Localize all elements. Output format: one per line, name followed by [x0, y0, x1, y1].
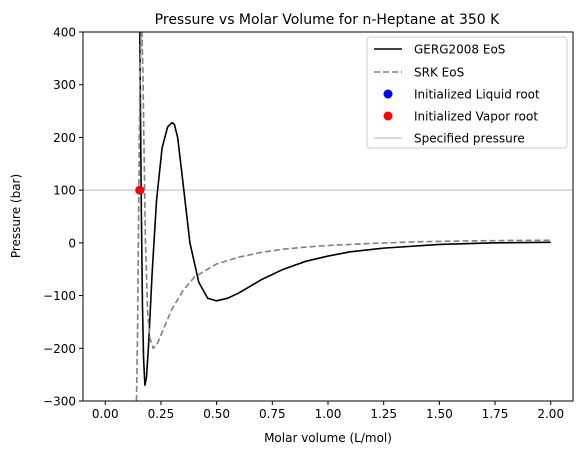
points-layer: [135, 185, 145, 195]
legend: GERG2008 EoS SRK EoS Initialized Liquid …: [366, 36, 568, 149]
y-tick-label: 0: [68, 236, 76, 250]
x-axis-label: Molar volume (L/mol): [264, 431, 392, 445]
x-tick-label: 1.50: [426, 407, 453, 421]
y-axis-ticks: 400 300 200 100 0 −100 −200 −300: [43, 26, 83, 409]
y-axis-label: Pressure (bar): [9, 174, 23, 258]
legend-label-liquid: Initialized Liquid root: [414, 88, 540, 102]
legend-label-vapor: Initialized Vapor root: [414, 110, 538, 124]
legend-frame: [366, 36, 568, 149]
legend-marker-liquid: [383, 89, 393, 99]
legend-marker-vapor: [383, 111, 393, 121]
srk-series-line: [135, 32, 551, 401]
y-tick-label: 100: [53, 184, 76, 198]
series-layer: [135, 32, 551, 401]
legend-label-srk: SRK EoS: [414, 66, 464, 80]
y-tick-label: −200: [43, 342, 76, 356]
chart-title: Pressure vs Molar Volume for n-Heptane a…: [155, 12, 500, 28]
x-tick-label: 1.00: [315, 407, 342, 421]
y-tick-label: −300: [43, 395, 76, 409]
x-tick-label: 0.25: [148, 407, 175, 421]
gerg2008-series-line: [139, 32, 551, 386]
x-tick-label: 0.75: [259, 407, 286, 421]
legend-label-specified: Specified pressure: [414, 132, 525, 146]
x-tick-label: 2.00: [537, 407, 564, 421]
y-tick-label: 400: [53, 26, 76, 40]
x-tick-label: 1.75: [482, 407, 509, 421]
x-axis-ticks: 0.00 0.25 0.50 0.75 1.00 1.25 1.50 1.75 2.00: [92, 401, 564, 421]
y-tick-label: −100: [43, 289, 76, 303]
legend-label-gerg: GERG2008 EoS: [414, 43, 505, 57]
x-tick-label: 1.25: [370, 407, 397, 421]
y-tick-label: 200: [53, 131, 76, 145]
vapor-root-point: [135, 185, 145, 195]
x-tick-label: 0.00: [92, 407, 119, 421]
x-tick-label: 0.50: [203, 407, 230, 421]
y-tick-label: 300: [53, 78, 76, 92]
